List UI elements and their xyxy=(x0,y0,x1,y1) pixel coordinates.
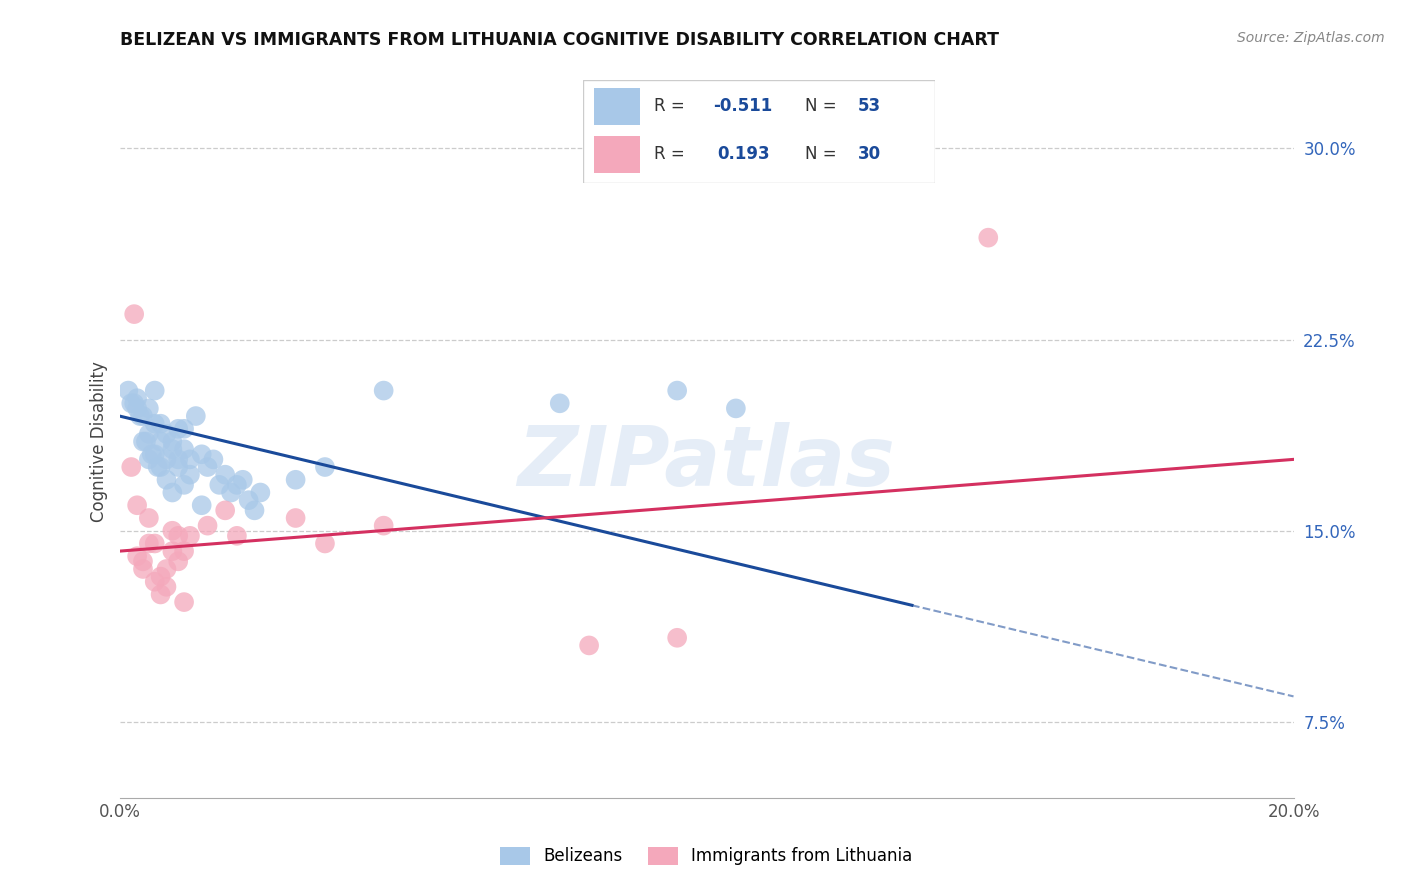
Point xyxy=(724,401,747,416)
Point xyxy=(143,417,166,431)
Text: BELIZEAN VS IMMIGRANTS FROM LITHUANIA COGNITIVE DISABILITY CORRELATION CHART: BELIZEAN VS IMMIGRANTS FROM LITHUANIA CO… xyxy=(120,31,998,49)
Point xyxy=(190,498,212,512)
Point xyxy=(122,307,145,321)
Text: N =: N = xyxy=(804,97,842,115)
Point xyxy=(225,478,249,492)
Point xyxy=(167,529,190,543)
Point xyxy=(173,442,195,457)
Point xyxy=(214,503,236,517)
Point xyxy=(120,460,142,475)
Point xyxy=(149,417,172,431)
Point xyxy=(141,447,163,461)
Point xyxy=(314,460,336,475)
Point xyxy=(173,422,195,436)
Point xyxy=(249,485,271,500)
Point xyxy=(155,452,177,467)
Point xyxy=(127,498,149,512)
Point xyxy=(132,409,155,423)
Point xyxy=(117,384,139,398)
Point xyxy=(666,631,689,645)
Text: 0.193: 0.193 xyxy=(717,145,769,162)
Text: R =: R = xyxy=(654,145,695,162)
Point xyxy=(146,460,169,475)
Point xyxy=(190,447,212,461)
Point xyxy=(232,473,254,487)
Point xyxy=(149,460,172,475)
Point xyxy=(138,511,160,525)
Point xyxy=(155,426,177,441)
FancyBboxPatch shape xyxy=(583,80,935,183)
Point xyxy=(173,595,195,609)
Text: -0.511: -0.511 xyxy=(714,97,773,115)
FancyBboxPatch shape xyxy=(593,88,640,126)
Text: N =: N = xyxy=(804,145,842,162)
Point xyxy=(373,384,395,398)
Point xyxy=(138,426,160,441)
Point xyxy=(314,536,336,550)
Point xyxy=(173,478,195,492)
Point xyxy=(132,562,155,576)
Point xyxy=(127,391,149,405)
Text: 53: 53 xyxy=(858,97,880,115)
Point xyxy=(135,434,157,449)
Point xyxy=(143,536,166,550)
Point xyxy=(184,409,207,423)
Text: R =: R = xyxy=(654,97,690,115)
Point xyxy=(202,452,225,467)
Point xyxy=(138,401,160,416)
Point xyxy=(162,485,184,500)
Point xyxy=(132,554,155,568)
Point xyxy=(162,442,184,457)
Point xyxy=(143,384,166,398)
Point xyxy=(167,554,190,568)
Point xyxy=(120,396,142,410)
Point xyxy=(155,580,177,594)
Point xyxy=(173,544,195,558)
Point xyxy=(143,574,166,589)
Text: 30: 30 xyxy=(858,145,880,162)
Point xyxy=(197,460,219,475)
Point xyxy=(149,434,172,449)
Point xyxy=(127,549,149,564)
FancyBboxPatch shape xyxy=(593,136,640,173)
Point xyxy=(162,524,184,538)
Point xyxy=(179,467,201,482)
Y-axis label: Cognitive Disability: Cognitive Disability xyxy=(90,361,108,522)
Point xyxy=(373,518,395,533)
Point xyxy=(122,396,145,410)
Point xyxy=(197,518,219,533)
Point xyxy=(284,473,307,487)
Point xyxy=(238,493,260,508)
Point xyxy=(243,503,266,517)
Point xyxy=(578,639,600,653)
Point xyxy=(208,478,231,492)
Point xyxy=(284,511,307,525)
Point xyxy=(155,562,177,576)
Point xyxy=(127,401,149,416)
Point xyxy=(162,434,184,449)
Text: ZIPatlas: ZIPatlas xyxy=(517,423,896,503)
Point xyxy=(219,485,242,500)
Point xyxy=(149,587,172,601)
Point xyxy=(138,536,160,550)
Point xyxy=(167,422,190,436)
Point xyxy=(214,467,236,482)
Point xyxy=(138,452,160,467)
Legend: Belizeans, Immigrants from Lithuania: Belizeans, Immigrants from Lithuania xyxy=(494,840,920,872)
Point xyxy=(179,452,201,467)
Point xyxy=(132,434,155,449)
Point xyxy=(143,447,166,461)
Point xyxy=(548,396,571,410)
Point xyxy=(167,460,190,475)
Point xyxy=(167,452,190,467)
Point xyxy=(977,230,1000,244)
Point xyxy=(149,569,172,583)
Point xyxy=(129,409,152,423)
Point xyxy=(179,529,201,543)
Point xyxy=(225,529,249,543)
Point xyxy=(666,384,689,398)
Text: Source: ZipAtlas.com: Source: ZipAtlas.com xyxy=(1237,31,1385,45)
Point xyxy=(155,473,177,487)
Point xyxy=(162,544,184,558)
